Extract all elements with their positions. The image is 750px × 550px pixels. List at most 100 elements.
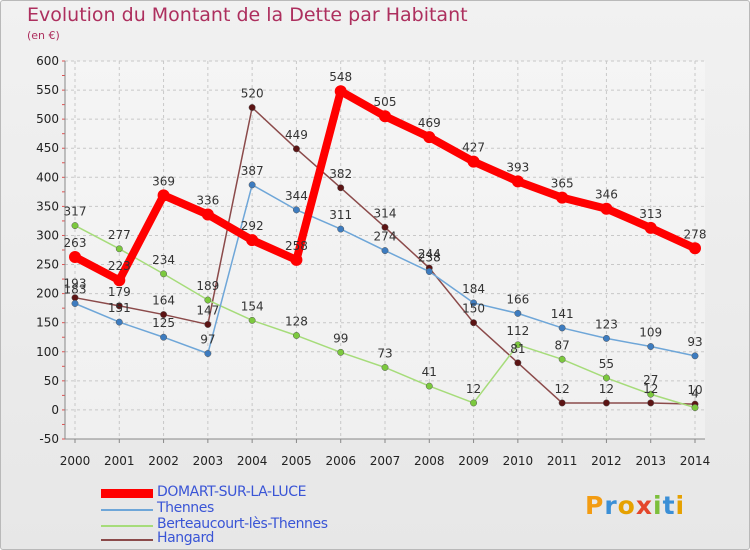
data-point <box>337 225 345 233</box>
x-tick-label: 2002 <box>148 454 179 468</box>
data-label: 238 <box>418 251 441 265</box>
data-point <box>381 364 389 371</box>
data-label: 4 <box>691 387 699 401</box>
data-point <box>204 296 212 304</box>
data-point <box>470 319 478 327</box>
data-point <box>381 223 389 231</box>
data-point <box>425 268 433 275</box>
data-point <box>602 399 610 407</box>
y-tick-label: 350 <box>36 199 59 213</box>
data-label: 278 <box>684 227 707 241</box>
data-point <box>113 274 126 287</box>
data-point <box>514 341 522 349</box>
y-tick-label: 100 <box>36 345 59 359</box>
data-point <box>691 352 699 360</box>
data-point <box>647 390 655 398</box>
data-point <box>160 311 168 319</box>
data-label: 393 <box>506 160 529 174</box>
data-label: 99 <box>333 331 348 345</box>
data-point <box>204 320 212 328</box>
y-tick-label: 50 <box>44 374 59 388</box>
data-point <box>381 247 389 255</box>
data-label: 311 <box>329 208 352 222</box>
x-tick-label: 2001 <box>104 454 135 468</box>
data-label: 164 <box>152 294 175 308</box>
data-point <box>691 404 699 412</box>
legend-swatch <box>101 539 153 541</box>
data-point <box>558 399 566 407</box>
data-label: 427 <box>462 141 485 155</box>
data-point <box>115 245 123 253</box>
data-point <box>379 110 391 123</box>
legend-label: DOMART-SUR-LA-LUCE <box>157 484 307 500</box>
data-label: 109 <box>639 326 662 340</box>
data-point <box>115 318 123 326</box>
data-label: 123 <box>595 317 618 331</box>
data-label: 150 <box>462 302 485 316</box>
y-tick-label: 600 <box>36 54 59 68</box>
data-point <box>115 302 123 310</box>
data-label: 41 <box>422 365 437 379</box>
data-label: 223 <box>108 259 131 273</box>
data-label: 27 <box>643 373 658 387</box>
data-label: 10 <box>687 383 702 397</box>
x-tick-label: 2000 <box>60 454 91 468</box>
y-tick-label: 0 <box>51 403 59 417</box>
data-label: 369 <box>152 174 175 188</box>
data-point <box>514 309 522 317</box>
x-tick-label: 2013 <box>635 454 666 468</box>
data-label: 141 <box>551 307 574 321</box>
y-tick-label: 250 <box>36 258 59 272</box>
legend-swatch <box>101 509 153 511</box>
data-point <box>337 184 345 192</box>
data-point <box>558 355 566 363</box>
data-point <box>511 175 524 188</box>
data-label: 183 <box>64 283 87 297</box>
data-label: 87 <box>555 338 570 352</box>
data-point <box>556 191 569 204</box>
data-label: 520 <box>241 87 264 101</box>
data-point <box>248 316 256 324</box>
data-label: 12 <box>555 382 570 396</box>
data-point <box>71 300 79 307</box>
data-point <box>246 234 259 247</box>
chart-subtitle: (en €) <box>27 29 60 42</box>
data-label: 12 <box>599 382 614 396</box>
data-point <box>558 324 566 332</box>
y-tick-label: -50 <box>39 432 59 446</box>
data-label: 97 <box>200 333 215 347</box>
data-label: 147 <box>196 303 219 317</box>
data-point <box>248 181 256 189</box>
data-point <box>204 350 212 357</box>
data-label: 548 <box>329 70 352 84</box>
data-point <box>470 299 478 307</box>
data-label: 128 <box>285 314 308 328</box>
data-point <box>467 155 480 168</box>
data-label: 12 <box>466 382 481 396</box>
data-point <box>292 206 300 214</box>
x-tick-label: 2005 <box>281 454 312 468</box>
data-point <box>470 399 478 407</box>
data-label: 234 <box>152 253 175 267</box>
data-label: 263 <box>64 236 87 250</box>
data-point <box>71 222 79 230</box>
data-label: 346 <box>595 188 618 202</box>
legend-swatch <box>101 525 153 527</box>
data-point <box>248 104 256 111</box>
data-label: 292 <box>241 219 264 233</box>
data-point <box>290 253 303 266</box>
data-label: 166 <box>506 292 529 306</box>
data-label: 449 <box>285 128 308 142</box>
data-label: 382 <box>329 167 352 181</box>
x-tick-label: 2014 <box>680 454 711 468</box>
data-label: 314 <box>374 206 397 220</box>
data-label: 313 <box>639 207 662 221</box>
data-label: 184 <box>462 282 485 296</box>
data-label: 317 <box>64 205 87 219</box>
y-tick-label: 300 <box>36 228 59 242</box>
proxiti-logo: Proxiti <box>585 491 686 520</box>
x-tick-label: 2012 <box>591 454 622 468</box>
data-point <box>644 221 657 234</box>
x-tick-label: 2007 <box>370 454 401 468</box>
x-tick-label: 2010 <box>503 454 534 468</box>
